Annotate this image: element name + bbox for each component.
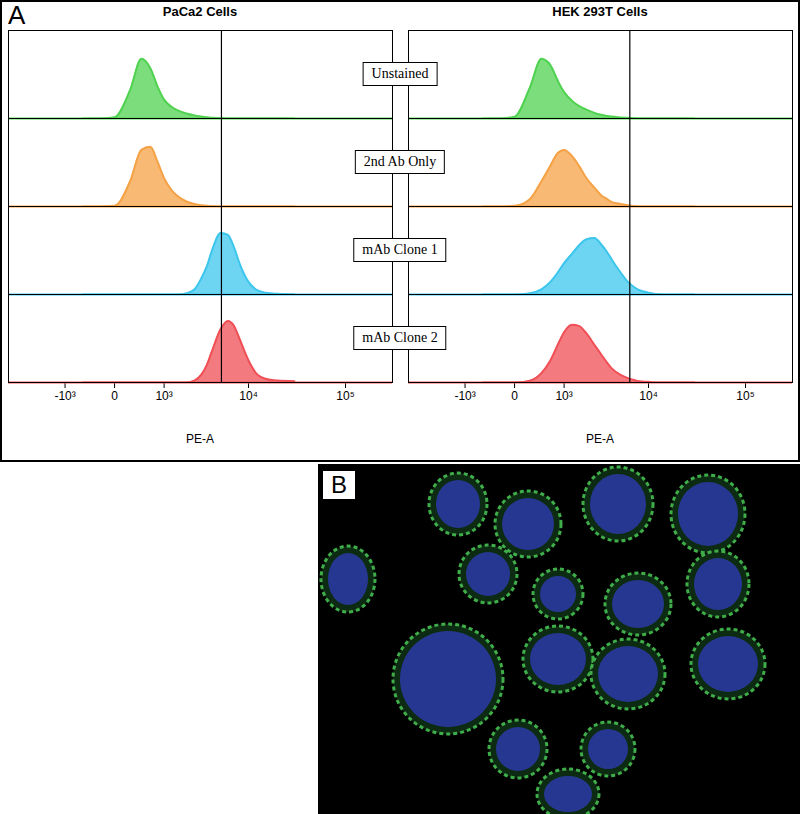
html-text:PaCa2 Cells: PaCa2 Cells [162,4,238,19]
html-text:PE-A: PE-A [586,432,614,446]
svg-text:10⁵: 10⁵ [736,389,754,403]
svg-text:0: 0 [511,389,518,403]
svg-text:10³: 10³ [155,389,172,403]
svg-text:10⁵: 10⁵ [336,389,354,403]
html-text:PE-A: PE-A [186,432,214,446]
svg-text:10⁴: 10⁴ [639,389,658,403]
html-text:A: A [8,0,26,30]
html-text:mAb Clone 1: mAb Clone 1 [362,242,438,257]
html-text:2nd Ab Only: 2nd Ab Only [363,154,437,169]
html-text:B: B [331,471,347,498]
html-text:Unstained: Unstained [371,66,429,81]
svg-text:10⁴: 10⁴ [239,389,258,403]
svg-text:10³: 10³ [555,389,572,403]
svg-text:-10³: -10³ [54,389,75,403]
html-text:mAb Clone 2: mAb Clone 2 [362,330,438,345]
html-text:HEK 293T Cells: HEK 293T Cells [552,4,648,19]
svg-text:0: 0 [111,389,118,403]
svg-text:-10³: -10³ [454,389,475,403]
